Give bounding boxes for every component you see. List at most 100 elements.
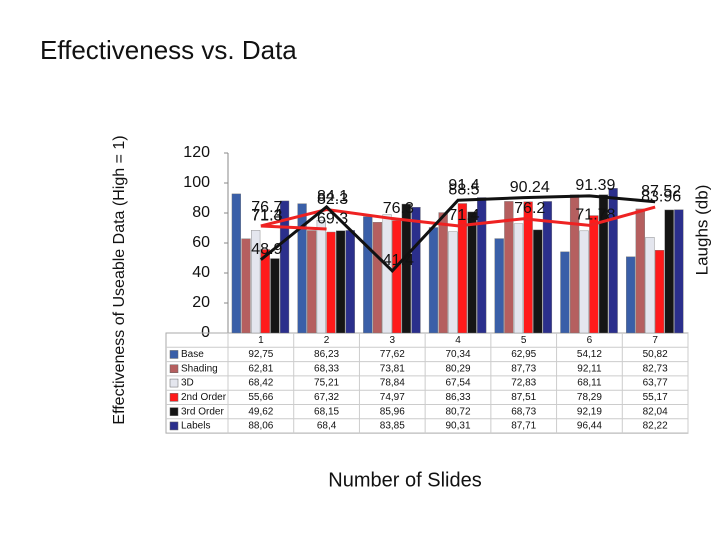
legend-label: 3D xyxy=(181,378,194,389)
bar xyxy=(297,203,307,334)
table-value: 68,4 xyxy=(317,421,337,432)
table-value: 87,73 xyxy=(511,363,536,374)
bar xyxy=(401,203,411,334)
bar xyxy=(382,214,392,334)
table-value: 67,32 xyxy=(314,392,339,403)
x-tick-label: 5 xyxy=(521,335,527,346)
y-tick-label: 100 xyxy=(183,174,210,191)
bar xyxy=(654,250,665,334)
table-value: 55,17 xyxy=(643,392,668,403)
bar xyxy=(477,197,487,334)
bar xyxy=(279,200,290,334)
bar xyxy=(589,215,599,334)
table-value: 62,81 xyxy=(248,363,273,374)
table-value: 83,85 xyxy=(380,421,405,432)
legend-label: Labels xyxy=(181,421,210,432)
table-value: 62,95 xyxy=(511,349,536,360)
table-value: 78,29 xyxy=(577,392,602,403)
table-value: 90,31 xyxy=(445,421,470,432)
table-value: 80,72 xyxy=(445,406,470,417)
y-axis-title: Effectiveness of Useable Data (High = 1) xyxy=(111,135,128,424)
legend-label: Shading xyxy=(181,363,218,374)
table-value: 92,11 xyxy=(577,363,602,374)
line-data-label: 76.2 xyxy=(514,200,545,217)
bar xyxy=(448,231,458,334)
table-value: 92,19 xyxy=(577,406,602,417)
table-value: 70,34 xyxy=(445,349,470,360)
table-value: 82,73 xyxy=(643,363,668,374)
x-tick-label: 1 xyxy=(258,335,264,346)
x-tick-label: 6 xyxy=(587,335,593,346)
bar xyxy=(513,223,524,334)
bar xyxy=(270,258,280,334)
line-data-label: 71.3 xyxy=(251,207,282,224)
bar xyxy=(241,238,251,334)
x-tick-label: 7 xyxy=(652,335,658,346)
table-value: 87,51 xyxy=(511,392,536,403)
table-value: 68,33 xyxy=(314,363,339,374)
table-value: 68,73 xyxy=(511,406,536,417)
x-tick-label: 3 xyxy=(390,335,396,346)
bar xyxy=(467,211,477,334)
legend-swatch xyxy=(169,407,179,416)
legend-label: 2nd Order xyxy=(181,392,227,403)
legend-swatch xyxy=(169,350,179,359)
bar xyxy=(372,222,383,334)
line xyxy=(260,205,656,228)
line-data-label: 84.1 xyxy=(317,188,348,205)
bar xyxy=(674,209,684,334)
table-value: 86,33 xyxy=(445,392,470,403)
bar xyxy=(345,230,355,334)
bar xyxy=(560,251,570,334)
bar xyxy=(504,201,514,334)
table-value: 86,23 xyxy=(314,349,339,360)
bar xyxy=(260,249,270,334)
line xyxy=(259,194,656,274)
table-value: 68,42 xyxy=(248,378,273,389)
line-data-label: 87.52 xyxy=(641,183,681,200)
table-value: 49,62 xyxy=(248,406,273,417)
line-data-label: 82.3 xyxy=(317,191,348,208)
legend-swatch xyxy=(169,421,179,431)
y2-axis-title: Laughs (db) xyxy=(692,185,711,276)
y-tick-label: 20 xyxy=(192,294,210,311)
bar xyxy=(336,230,346,334)
x-tick-label: 4 xyxy=(455,335,461,346)
x-tick-label: 2 xyxy=(324,335,330,346)
bar xyxy=(608,188,618,334)
table-value: 63,77 xyxy=(643,378,668,389)
line xyxy=(260,224,327,231)
y-tick-label: 80 xyxy=(192,204,210,221)
bar xyxy=(635,208,645,334)
bar xyxy=(411,207,421,334)
bar xyxy=(316,219,326,334)
bar xyxy=(251,230,261,334)
legend-swatch xyxy=(169,393,179,402)
line-data-label: 69.3 xyxy=(317,210,348,227)
table-value: 82,22 xyxy=(643,421,668,432)
line-data-label: 91.4 xyxy=(448,177,479,194)
table-value: 78,84 xyxy=(380,378,405,389)
table-value: 72,83 xyxy=(511,378,536,389)
line-data-label: 76.7 xyxy=(251,199,282,216)
y-tick-label: 120 xyxy=(183,144,210,161)
legend-swatch xyxy=(169,364,179,373)
table-value: 73,81 xyxy=(380,363,405,374)
bar xyxy=(579,230,589,334)
line-data-label: 76.3 xyxy=(383,200,414,217)
line-data-label: 88.5 xyxy=(448,181,479,198)
table-value: 74,97 xyxy=(380,392,405,403)
table-value: 85,96 xyxy=(380,406,405,417)
bar xyxy=(428,227,439,334)
legend-label: 3rd Order xyxy=(181,406,224,417)
bar xyxy=(523,201,533,334)
table-value: 88,06 xyxy=(248,421,273,432)
y-tick-label: 60 xyxy=(192,234,210,251)
chart-title: Effectiveness vs. Data xyxy=(40,35,297,65)
bar xyxy=(494,238,504,334)
line-data-label: 48.9 xyxy=(251,241,282,258)
bar xyxy=(533,229,543,334)
table-value: 55,66 xyxy=(248,392,273,403)
